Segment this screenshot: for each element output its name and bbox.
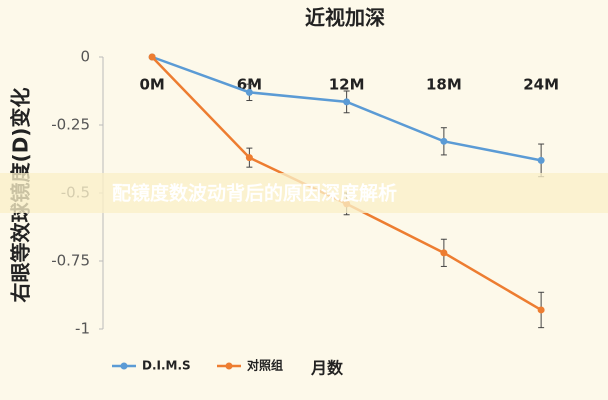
data-point xyxy=(537,306,545,314)
chart-title: 近视加深 xyxy=(305,6,385,30)
data-point xyxy=(537,156,545,164)
data-point xyxy=(245,88,253,96)
x-tick-label: 12M xyxy=(329,76,365,94)
y-tick-label: -0.75 xyxy=(51,252,90,270)
banner xyxy=(0,173,608,213)
legend-label: D.I.M.S xyxy=(142,359,191,373)
data-point xyxy=(148,53,156,61)
legend-label: 对照组 xyxy=(247,358,283,373)
data-point xyxy=(440,137,448,145)
x-tick-label: 0M xyxy=(139,76,164,94)
legend-marker xyxy=(120,362,128,370)
data-point xyxy=(245,154,253,162)
x-tick-label: 18M xyxy=(426,76,462,94)
y-tick-label: -1 xyxy=(75,320,90,338)
x-axis-label: 月数 xyxy=(310,359,344,378)
legend-marker xyxy=(225,362,233,370)
data-point xyxy=(343,98,351,106)
y-tick-label: -0.25 xyxy=(51,116,90,134)
y-tick-label: 0 xyxy=(80,48,90,66)
x-tick-label: 24M xyxy=(523,76,559,94)
banner-text: 配镜度数波动背后的原因深度解析 xyxy=(112,182,397,205)
data-point xyxy=(440,249,448,257)
